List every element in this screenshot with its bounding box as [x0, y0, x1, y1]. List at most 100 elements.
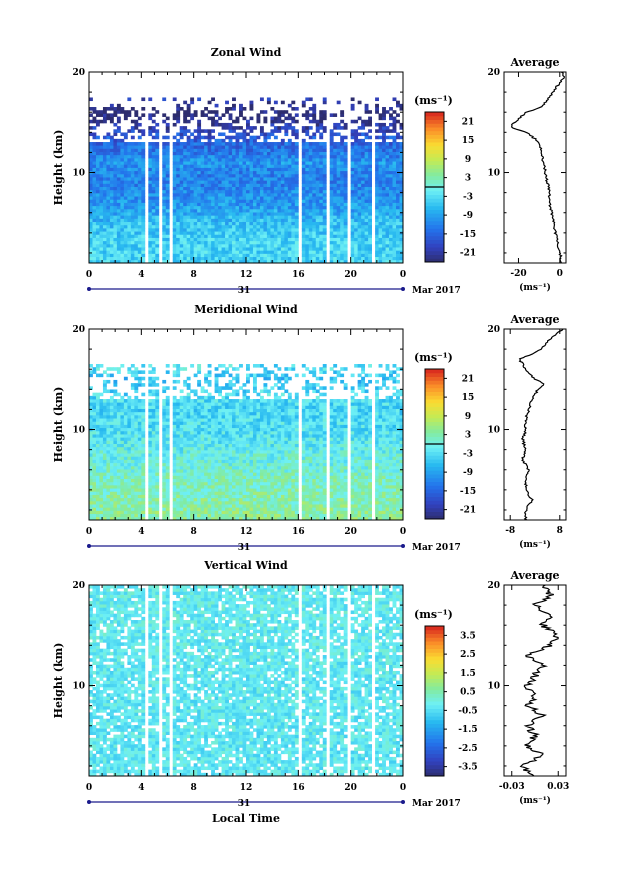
heatmap-cell	[113, 208, 118, 213]
heatmap-cell	[385, 110, 390, 114]
heatmap-cell	[165, 484, 170, 489]
heatmap-cell	[378, 173, 383, 178]
heatmap-cell	[284, 212, 289, 216]
heatmap-cell	[287, 259, 292, 264]
heatmap-cell	[155, 383, 160, 387]
heatmap-cell	[197, 208, 202, 213]
heatmap-cell	[382, 240, 386, 245]
heatmap-cell	[399, 164, 404, 168]
heatmap-cell	[123, 491, 128, 495]
heatmap-cell	[186, 411, 191, 416]
heatmap-cell	[137, 484, 142, 489]
heatmap-cell	[214, 164, 219, 168]
heatmap-cell	[172, 427, 177, 432]
heatmap-cell	[392, 126, 397, 130]
heatmap-cell	[113, 173, 118, 178]
heatmap-cell	[137, 424, 142, 429]
heatmap-cell	[89, 224, 93, 229]
heatmap-cell	[270, 231, 275, 235]
heatmap-cell	[113, 389, 118, 394]
heatmap-cell	[266, 173, 271, 178]
heatmap-cell	[354, 173, 359, 178]
heatmap-cell	[183, 408, 188, 413]
heatmap-cell	[232, 186, 236, 191]
heatmap-cell	[322, 256, 327, 261]
heatmap-cell	[183, 215, 188, 219]
heatmap-cell	[162, 411, 167, 416]
heatmap-cell	[273, 250, 278, 254]
heatmap-cell	[137, 411, 142, 416]
heatmap-cell	[186, 392, 191, 397]
heatmap-cell	[141, 221, 146, 226]
heatmap-cell	[204, 224, 209, 229]
heatmap-cell	[273, 237, 278, 242]
heatmap-cell	[106, 243, 111, 248]
heatmap-cell	[200, 224, 205, 229]
heatmap-cell	[134, 234, 139, 238]
heatmap-cell	[242, 231, 247, 235]
heatmap-cell	[259, 170, 264, 175]
heatmap-cell	[336, 231, 341, 235]
heatmap-cell	[162, 437, 167, 441]
heatmap-cell	[120, 170, 125, 175]
heatmap-cell	[357, 205, 362, 210]
heatmap-cell	[204, 256, 209, 261]
heatmap-cell	[280, 183, 285, 187]
heatmap-cell	[162, 119, 167, 124]
heatmap-cell	[123, 164, 128, 168]
heatmap-cell	[399, 199, 404, 203]
heatmap-cell	[200, 110, 205, 114]
heatmap-cell	[287, 250, 292, 254]
heatmap-cell	[280, 157, 285, 162]
heatmap-cell	[116, 167, 121, 172]
heatmap-cell	[137, 167, 142, 172]
heatmap-cell	[280, 154, 285, 159]
heatmap-cell	[106, 231, 111, 235]
heatmap-cell	[172, 478, 177, 483]
heatmap-cell	[127, 234, 132, 238]
heatmap-cell	[95, 196, 100, 200]
heatmap-cell	[396, 186, 400, 191]
heatmap-cell	[350, 170, 355, 175]
heatmap-cell	[137, 205, 142, 210]
heatmap-cell	[141, 475, 146, 480]
heatmap-cell	[155, 202, 160, 207]
heatmap-cell	[193, 215, 198, 219]
heatmap-cell	[343, 186, 348, 191]
heatmap-cell	[280, 148, 285, 152]
heatmap-cell	[141, 208, 146, 213]
heatmap-cell	[319, 180, 324, 184]
heatmap-cell	[322, 126, 327, 130]
heatmap-cell	[385, 180, 390, 184]
heatmap-cell	[102, 386, 107, 390]
heatmap-cell	[193, 199, 198, 203]
heatmap-cell	[148, 418, 153, 422]
heatmap-cell	[134, 240, 139, 245]
heatmap-cell	[148, 129, 153, 133]
heatmap-cell	[134, 164, 139, 168]
heatmap-cell	[235, 135, 240, 140]
heatmap-cell	[350, 250, 355, 254]
heatmap-cell	[165, 440, 170, 444]
heatmap-cell	[155, 376, 160, 381]
heatmap-cell	[207, 151, 212, 156]
heatmap-cell	[148, 465, 153, 470]
heatmap-cell	[99, 481, 104, 486]
heatmap-cell	[242, 196, 247, 200]
heatmap-cell	[130, 408, 135, 413]
heatmap-cell	[263, 177, 268, 181]
heatmap-cell	[235, 240, 240, 245]
heatmap-cell	[176, 196, 181, 200]
heatmap-cell	[301, 202, 306, 207]
heatmap-cell	[137, 437, 142, 441]
heatmap-cell	[291, 212, 296, 216]
heatmap-cell	[162, 449, 167, 454]
heatmap-cell	[186, 475, 191, 480]
heatmap-cell	[113, 243, 118, 248]
heatmap-cell	[89, 250, 93, 254]
heatmap-cell	[266, 189, 271, 194]
heatmap-cell	[120, 196, 125, 200]
heatmap-cell	[249, 180, 254, 184]
heatmap-cell	[95, 469, 100, 473]
heatmap-cell	[301, 243, 306, 248]
